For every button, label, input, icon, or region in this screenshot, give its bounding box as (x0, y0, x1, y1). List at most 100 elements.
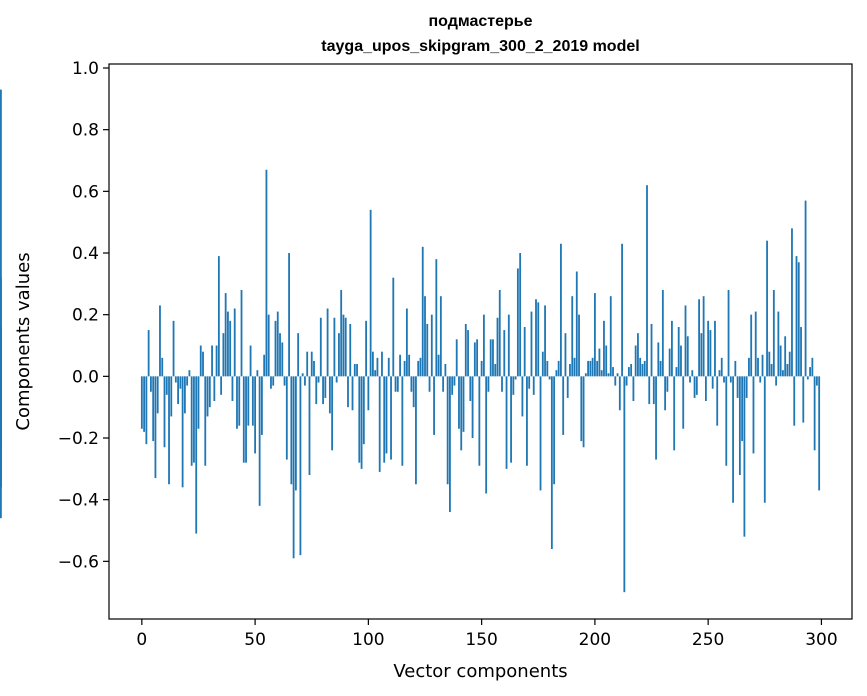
bar (283, 376, 286, 386)
bar (793, 376, 796, 426)
bar (784, 336, 787, 377)
bar (0, 327, 2, 377)
bar (161, 357, 164, 377)
bar (292, 376, 295, 559)
bar (564, 333, 567, 377)
bar (802, 376, 805, 423)
bar (621, 243, 623, 377)
bar (637, 333, 639, 377)
bar (399, 354, 401, 377)
bar (444, 364, 447, 377)
bar (285, 376, 288, 460)
bar (652, 376, 655, 405)
bar (231, 376, 234, 402)
bar (451, 376, 454, 395)
x-tick-label: 100 (352, 630, 384, 650)
bar (217, 256, 220, 377)
bar (673, 376, 676, 451)
bar (745, 376, 748, 398)
bar (150, 376, 152, 392)
bar (675, 367, 678, 377)
bar (224, 293, 227, 377)
bar (691, 370, 694, 377)
bar (222, 333, 225, 377)
bar (460, 376, 463, 451)
bar (206, 376, 209, 417)
bar (510, 376, 512, 463)
bar (190, 376, 193, 466)
bar (245, 376, 247, 463)
bar (159, 305, 161, 377)
bar (410, 376, 413, 392)
x-tick-label: 50 (244, 630, 266, 650)
bar (485, 376, 488, 494)
bar (376, 357, 379, 377)
bar (202, 351, 204, 377)
bar (179, 376, 182, 389)
bar (686, 336, 689, 377)
y-tick-label: −0.4 (58, 491, 99, 511)
bar (0, 370, 2, 377)
bar (616, 373, 619, 377)
bar (288, 253, 290, 377)
bar (584, 373, 587, 377)
bar (442, 376, 445, 392)
bar (718, 370, 721, 377)
bar (557, 360, 560, 377)
bar (498, 290, 501, 377)
bar (319, 317, 322, 377)
chart-title: подмастерье (428, 13, 532, 30)
bar (666, 376, 669, 392)
bar (208, 376, 211, 408)
bar (627, 367, 630, 377)
bar (526, 376, 528, 466)
bar (310, 351, 313, 377)
bar (154, 376, 157, 479)
bar (560, 243, 562, 377)
bar (186, 376, 189, 386)
bar (689, 376, 691, 383)
bar (648, 376, 651, 405)
bar (326, 308, 329, 377)
x-tick-label: 150 (465, 630, 497, 650)
bar (711, 376, 714, 389)
bar (535, 299, 537, 377)
bar (392, 277, 395, 377)
bar (439, 296, 442, 377)
bar (530, 311, 533, 377)
bar (195, 376, 198, 534)
bar (188, 370, 191, 377)
bar (297, 333, 300, 377)
bar (340, 290, 343, 377)
bar (421, 246, 424, 377)
bar (754, 311, 757, 377)
bar (494, 364, 497, 377)
bar (387, 357, 390, 377)
bar (371, 351, 374, 377)
bar (405, 308, 408, 377)
bar (779, 345, 782, 377)
bar (251, 376, 254, 426)
bar (578, 314, 580, 377)
bar (482, 314, 485, 377)
y-tick-label: 0.8 (72, 121, 99, 141)
bar (290, 376, 293, 485)
bar (603, 320, 605, 377)
bar (353, 364, 356, 377)
bar (548, 376, 551, 380)
bar (331, 376, 334, 451)
bar (573, 357, 576, 377)
bar (415, 376, 417, 485)
bar (220, 376, 223, 395)
bar (417, 360, 420, 377)
bar (589, 360, 592, 377)
bar (523, 327, 526, 377)
bar (777, 311, 780, 377)
bar (328, 376, 331, 414)
bar (503, 330, 506, 377)
y-tick-label: 1.0 (72, 59, 99, 79)
bar (709, 330, 712, 377)
bar (335, 376, 338, 383)
bar (791, 228, 793, 377)
bar (593, 293, 596, 377)
